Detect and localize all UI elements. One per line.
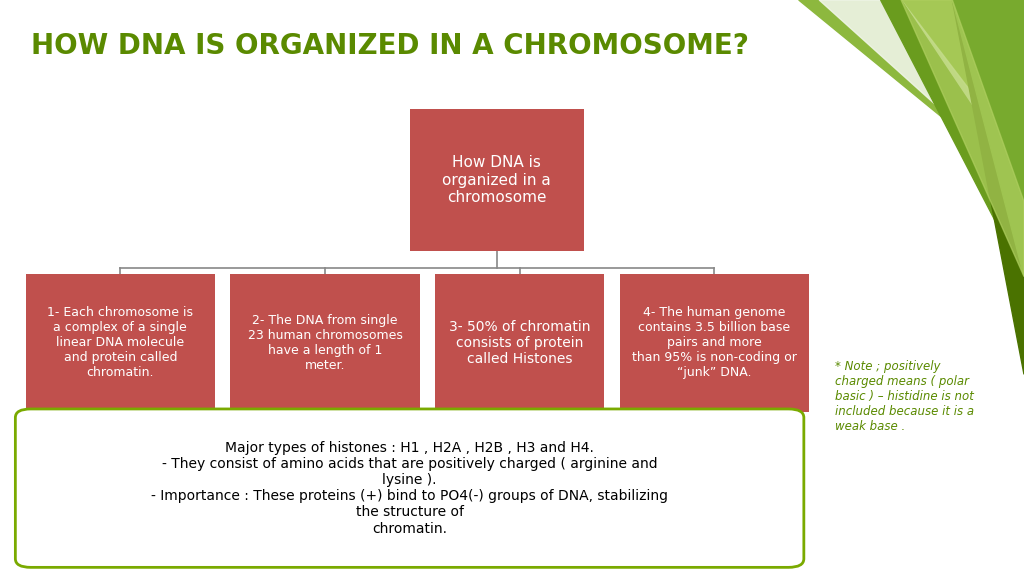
FancyBboxPatch shape [410,109,584,251]
FancyBboxPatch shape [15,409,804,567]
FancyBboxPatch shape [230,274,420,412]
Text: 2- The DNA from single
23 human chromosomes
have a length of 1
meter.: 2- The DNA from single 23 human chromoso… [248,314,402,372]
Text: 4- The human genome
contains 3.5 billion base
pairs and more
than 95% is non-cod: 4- The human genome contains 3.5 billion… [632,306,797,379]
FancyBboxPatch shape [620,274,809,412]
FancyBboxPatch shape [435,274,604,412]
Text: 3- 50% of chromatin
consists of protein
called Histones: 3- 50% of chromatin consists of protein … [449,320,591,366]
Polygon shape [952,0,1024,276]
Text: Major types of histones : H1 , H2A , H2B , H3 and H4.
- They consist of amino ac: Major types of histones : H1 , H2A , H2B… [152,441,668,536]
FancyBboxPatch shape [26,274,215,412]
Polygon shape [901,0,1024,276]
Polygon shape [799,0,1024,184]
Polygon shape [881,0,1024,276]
Text: How DNA is
organized in a
chromosome: How DNA is organized in a chromosome [442,155,551,205]
Text: 1- Each chromosome is
a complex of a single
linear DNA molecule
and protein call: 1- Each chromosome is a complex of a sin… [47,306,194,379]
Polygon shape [952,0,1024,374]
Polygon shape [819,0,1024,184]
Text: HOW DNA IS ORGANIZED IN A CHROMOSOME?: HOW DNA IS ORGANIZED IN A CHROMOSOME? [31,32,749,60]
Text: * Note ; positively
charged means ( polar
basic ) – histidine is not
included be: * Note ; positively charged means ( pola… [835,360,974,433]
